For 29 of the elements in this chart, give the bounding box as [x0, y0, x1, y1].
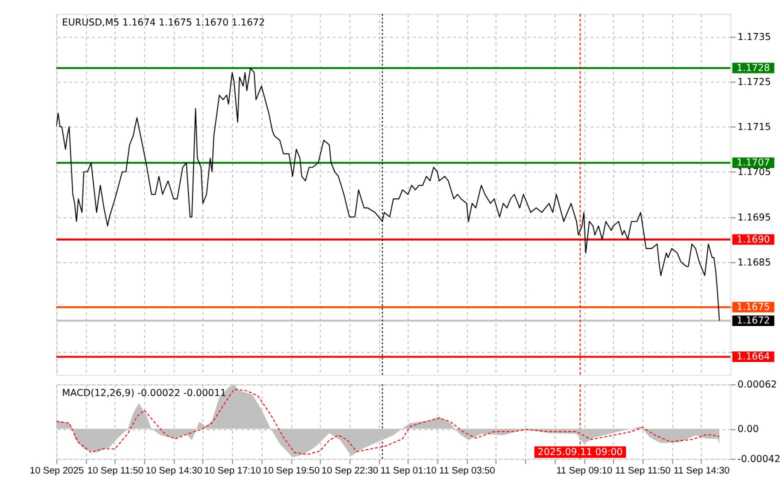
ref-line-label: 1.1707 — [736, 158, 770, 169]
y-tick-label: 0.00062 — [738, 380, 777, 391]
ref-line-label: 1.1672 — [736, 316, 770, 327]
ref-line-label: 1.1675 — [736, 302, 770, 314]
y-tick-label: 1.1735 — [738, 32, 771, 43]
x-tick-label: 11 Sep 11:50 — [615, 466, 671, 477]
x-tick-label: 11 Sep 09:10 — [556, 466, 612, 477]
x-tick-label: 10 Sep 2025 — [30, 466, 84, 477]
x-tick-label: 11 Sep 01:10 — [380, 466, 437, 477]
x-tick-label: 10 Sep 14:30 — [146, 466, 202, 477]
x-tick-label: 11 Sep 14:30 — [674, 466, 730, 477]
x-tick-label: 10 Sep 22:30 — [322, 466, 378, 477]
y-tick-label: 0.00 — [738, 424, 759, 436]
y-tick-label: 1.1685 — [738, 257, 771, 268]
chart-title: EURUSD,M5 1.1674 1.1675 1.1670 1.1672 — [62, 17, 265, 28]
y-tick-label: 1.1715 — [738, 122, 771, 134]
x-tick-label: 11 Sep 03:50 — [439, 466, 496, 477]
ref-line-label: 1.1690 — [736, 234, 770, 246]
x-tick-label: 10 Sep 11:50 — [87, 466, 144, 477]
ref-line-label: 1.1728 — [736, 62, 770, 74]
ref-line-label: 2025.09.11 09:00 — [538, 447, 623, 458]
y-tick-label: 1.1695 — [738, 212, 771, 224]
x-tick-label: 10 Sep 19:50 — [262, 466, 320, 477]
x-tick-label: 10 Sep 17:10 — [204, 466, 262, 477]
y-tick-label: 1.1705 — [738, 167, 771, 178]
ref-line-label: 1.1664 — [736, 352, 770, 363]
y-tick-label: -0.00042 — [738, 454, 780, 466]
chart-title: MACD(12,26,9) -0.00022 -0.00011 — [62, 388, 226, 399]
y-tick-label: 1.1725 — [738, 76, 771, 88]
